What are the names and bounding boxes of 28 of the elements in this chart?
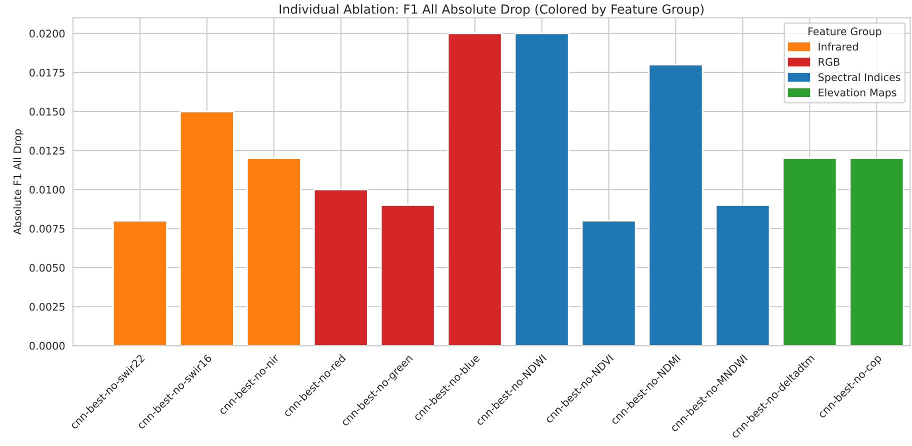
bar (112, 220, 168, 346)
legend-label: Elevation Maps (818, 88, 896, 98)
bar (514, 32, 570, 346)
y-tick-label: 0.0100 (30, 186, 65, 194)
bar (313, 188, 368, 346)
y-tick-label: 0.0075 (30, 224, 64, 233)
bar (380, 204, 436, 346)
y-tick-label: 0.0125 (30, 146, 64, 155)
y-tick-label: 0.0025 (30, 302, 64, 311)
legend-title: Feature Group (808, 27, 882, 38)
bar (849, 158, 904, 346)
y-tick-label: 0.0175 (30, 68, 64, 77)
y-tick-label: 0.0150 (30, 108, 65, 116)
y-tick-label: 0.0050 (30, 264, 65, 272)
bar (715, 204, 770, 346)
bar (648, 64, 704, 346)
bar (447, 32, 502, 346)
legend-label: Spectral Indices (818, 73, 900, 84)
legend-label: Infrared (818, 42, 858, 51)
legend-label: RGB (818, 58, 840, 66)
bar (581, 220, 636, 346)
y-tick-label: 0.0000 (30, 342, 65, 350)
bar (179, 110, 234, 346)
bar (246, 158, 302, 346)
y-axis-title: Absolute F1 All Drop (13, 129, 24, 235)
chart-title: Individual Ablation: F1 All Absolute Drop (Colored by Feature Group) (280, 4, 704, 16)
bar (782, 158, 838, 346)
y-tick-label: 0.0200 (30, 30, 65, 38)
